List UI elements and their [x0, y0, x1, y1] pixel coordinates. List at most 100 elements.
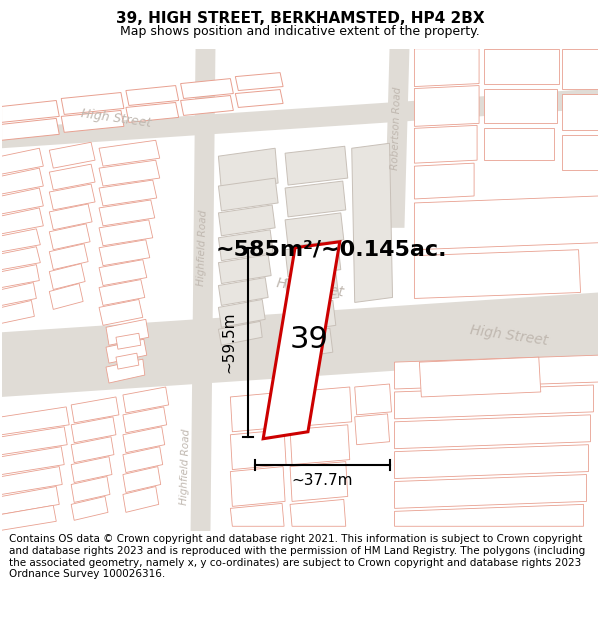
Polygon shape	[123, 407, 167, 432]
Polygon shape	[116, 353, 139, 369]
Polygon shape	[99, 240, 150, 266]
Text: ~59.5m: ~59.5m	[221, 311, 236, 373]
Polygon shape	[235, 89, 283, 107]
Text: Highfield Road: Highfield Road	[196, 209, 209, 286]
Polygon shape	[395, 385, 593, 419]
Polygon shape	[290, 462, 348, 501]
Polygon shape	[71, 457, 112, 482]
Polygon shape	[230, 467, 285, 506]
Polygon shape	[2, 208, 43, 234]
Polygon shape	[218, 254, 271, 284]
Polygon shape	[106, 359, 145, 383]
Polygon shape	[181, 96, 233, 116]
Text: Contains OS data © Crown copyright and database right 2021. This information is : Contains OS data © Crown copyright and d…	[9, 534, 585, 579]
Polygon shape	[71, 496, 108, 520]
Polygon shape	[181, 79, 233, 99]
Polygon shape	[126, 102, 179, 122]
Polygon shape	[49, 264, 85, 289]
Polygon shape	[419, 357, 541, 397]
Polygon shape	[285, 213, 344, 247]
Polygon shape	[395, 445, 589, 479]
Polygon shape	[191, 49, 215, 531]
Polygon shape	[2, 118, 59, 140]
Polygon shape	[49, 224, 90, 250]
Polygon shape	[395, 504, 584, 526]
Polygon shape	[123, 486, 159, 512]
Text: Highfield Road: Highfield Road	[179, 428, 192, 505]
Polygon shape	[415, 86, 479, 126]
Polygon shape	[49, 142, 95, 168]
Polygon shape	[230, 430, 286, 469]
Polygon shape	[218, 178, 278, 211]
Polygon shape	[415, 49, 479, 86]
Polygon shape	[285, 181, 346, 217]
Polygon shape	[290, 425, 350, 464]
Polygon shape	[126, 86, 179, 106]
Polygon shape	[2, 467, 62, 494]
Polygon shape	[395, 415, 590, 449]
Polygon shape	[2, 282, 37, 306]
Polygon shape	[285, 328, 333, 359]
Polygon shape	[106, 339, 147, 363]
Polygon shape	[2, 101, 59, 122]
Polygon shape	[415, 163, 474, 199]
Polygon shape	[235, 72, 283, 91]
Polygon shape	[415, 250, 581, 299]
Polygon shape	[352, 143, 392, 302]
Polygon shape	[263, 242, 340, 439]
Polygon shape	[2, 89, 598, 148]
Polygon shape	[218, 148, 278, 191]
Polygon shape	[484, 49, 559, 84]
Polygon shape	[49, 164, 95, 190]
Polygon shape	[99, 299, 143, 326]
Polygon shape	[2, 168, 43, 194]
Polygon shape	[385, 49, 409, 228]
Polygon shape	[355, 414, 389, 445]
Polygon shape	[395, 474, 587, 508]
Polygon shape	[218, 278, 268, 306]
Text: Robertson Road: Robertson Road	[390, 87, 403, 170]
Text: Hi    Street: Hi Street	[275, 276, 344, 299]
Polygon shape	[218, 299, 265, 328]
Polygon shape	[290, 387, 352, 427]
Polygon shape	[123, 387, 169, 413]
Polygon shape	[99, 180, 157, 206]
Polygon shape	[562, 49, 598, 89]
Polygon shape	[49, 284, 83, 309]
Polygon shape	[2, 427, 67, 454]
Text: High Street: High Street	[80, 107, 152, 130]
Text: High Street: High Street	[469, 323, 549, 348]
Polygon shape	[61, 111, 124, 132]
Polygon shape	[2, 264, 40, 288]
Text: Map shows position and indicative extent of the property.: Map shows position and indicative extent…	[120, 25, 480, 38]
Polygon shape	[285, 301, 336, 332]
Polygon shape	[2, 486, 59, 514]
Text: 39: 39	[290, 326, 329, 354]
Text: ~585m²/~0.145ac.: ~585m²/~0.145ac.	[215, 240, 447, 260]
Polygon shape	[562, 94, 598, 131]
Polygon shape	[290, 499, 346, 526]
Polygon shape	[218, 321, 262, 345]
Polygon shape	[2, 229, 40, 252]
Polygon shape	[49, 184, 95, 210]
Polygon shape	[71, 397, 119, 422]
Polygon shape	[2, 292, 598, 397]
Polygon shape	[106, 319, 149, 345]
Polygon shape	[395, 355, 598, 389]
Polygon shape	[218, 230, 273, 261]
Polygon shape	[484, 89, 557, 123]
Polygon shape	[484, 128, 554, 160]
Polygon shape	[218, 205, 275, 236]
Polygon shape	[61, 92, 124, 114]
Polygon shape	[2, 506, 56, 530]
Polygon shape	[99, 160, 160, 186]
Polygon shape	[49, 204, 92, 230]
Polygon shape	[562, 135, 598, 170]
Polygon shape	[123, 447, 163, 472]
Text: ~37.7m: ~37.7m	[292, 472, 353, 488]
Polygon shape	[99, 220, 153, 246]
Polygon shape	[415, 126, 477, 163]
Polygon shape	[99, 200, 155, 226]
Polygon shape	[285, 242, 341, 277]
Polygon shape	[2, 407, 69, 435]
